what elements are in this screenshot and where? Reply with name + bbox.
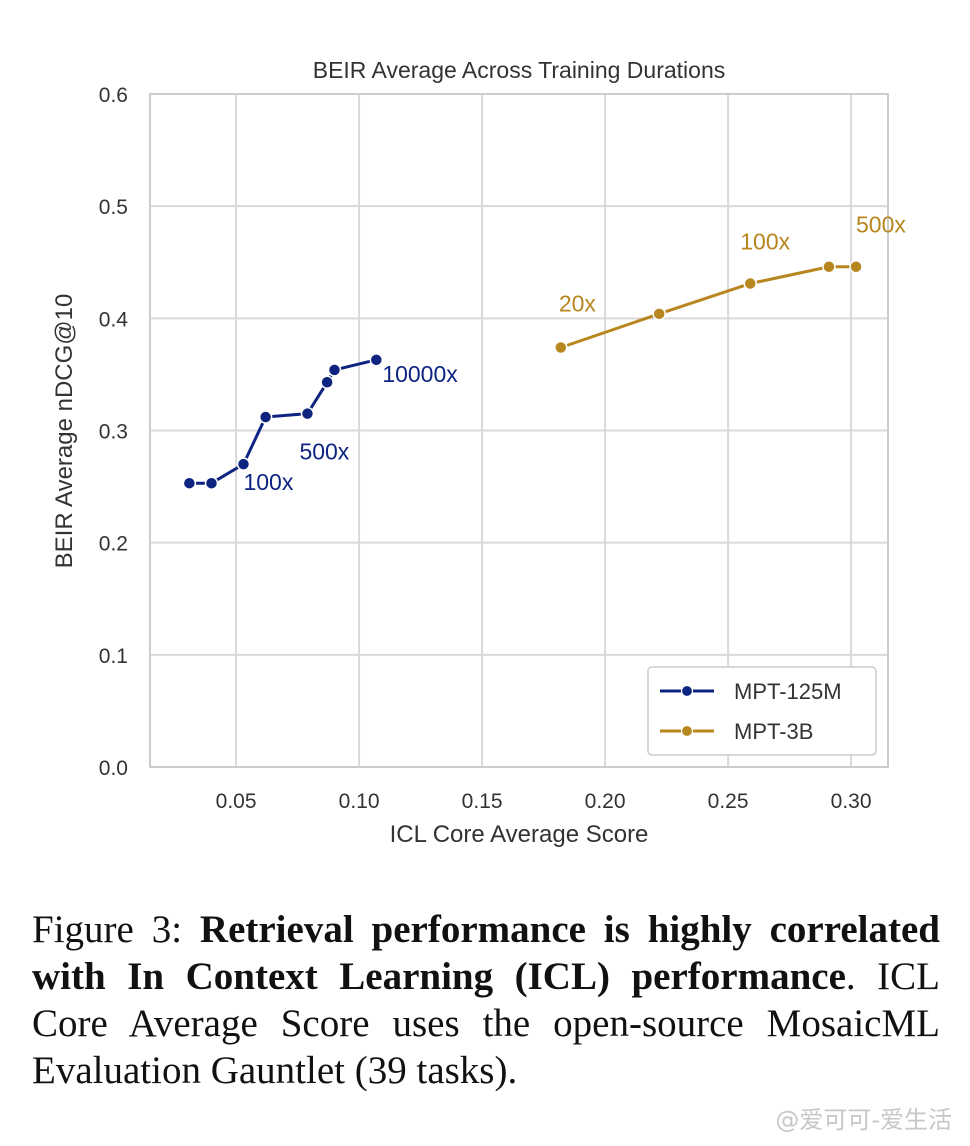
tick-labels: 0.05 0.10 0.15 0.20 0.25 0.30 0.0 0.1 0.2 0.3 0.4 0… <box>99 84 872 813</box>
x-tick-label: 0.20 <box>585 790 626 813</box>
y-tick-label: 0.2 <box>99 533 128 556</box>
x-axis-label: ICL Core Average Score <box>390 821 649 848</box>
legend-label-mpt-125m: MPT-125M <box>734 679 842 704</box>
plot-frame <box>149 93 889 768</box>
series-layer <box>182 259 863 490</box>
point-annotation: 100x <box>740 229 790 255</box>
legend-marker-mpt-3b <box>680 724 694 738</box>
data-point <box>320 375 334 390</box>
data-point <box>554 340 568 355</box>
data-point <box>236 457 251 471</box>
data-point <box>258 410 273 424</box>
watermark: @爱可可-爱生活 <box>775 1106 952 1134</box>
y-tick-label: 0.4 <box>99 308 129 331</box>
data-point <box>182 476 197 490</box>
point-annotation: 20x <box>559 290 597 316</box>
y-tick-label: 0.6 <box>99 84 128 107</box>
data-point <box>327 363 342 377</box>
chart: 0.05 0.10 0.15 0.20 0.25 0.30 0.0 0.1 0.2 0.3 0.4 0… <box>51 57 906 848</box>
legend: MPT-125M MPT-3B <box>647 666 877 756</box>
y-tick-label: 0.3 <box>99 421 128 444</box>
x-tick-label: 0.15 <box>462 790 503 813</box>
caption-prefix: Figure 3: <box>32 908 200 951</box>
x-tick-label: 0.25 <box>708 790 749 813</box>
legend-marker-mpt-125m <box>680 684 694 698</box>
point-annotation: 100x <box>243 469 293 495</box>
point-annotation: 500x <box>299 439 349 465</box>
data-point <box>822 259 836 274</box>
chart-title: BEIR Average Across Training Durations <box>313 57 726 83</box>
point-annotation: 10000x <box>382 361 458 387</box>
data-point <box>300 406 315 421</box>
y-axis-label: BEIR Average nDCG@10 <box>51 294 78 569</box>
grid-lines <box>150 93 888 768</box>
caption-bold: Retrieval performance is highly correlat… <box>32 908 940 998</box>
legend-label-mpt-3b: MPT-3B <box>734 719 813 744</box>
figure-caption: Figure 3: Retrieval performance is highl… <box>32 906 940 1094</box>
data-point <box>204 476 219 490</box>
legend-box <box>647 666 877 756</box>
data-point <box>743 276 757 291</box>
y-tick-label: 0.0 <box>99 757 128 780</box>
x-tick-label: 0.30 <box>831 790 872 813</box>
y-tick-label: 0.1 <box>99 645 128 668</box>
caption-rest: . ICL Core Average Score uses the open-s… <box>32 955 941 1092</box>
data-point <box>849 259 863 274</box>
x-tick-label: 0.05 <box>216 790 257 813</box>
y-tick-label: 0.5 <box>99 196 128 219</box>
data-point <box>369 353 384 367</box>
data-point <box>652 307 666 321</box>
x-tick-label: 0.10 <box>339 790 380 813</box>
point-annotation: 500x <box>856 212 906 238</box>
